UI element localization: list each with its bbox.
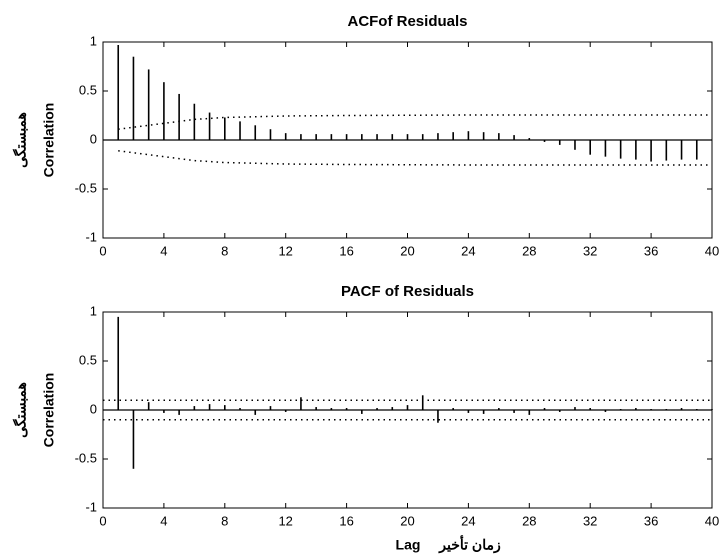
x-tick-label: 32 <box>583 513 597 528</box>
y-tick-label: -1 <box>85 499 97 514</box>
x-tick-label: 4 <box>160 513 167 528</box>
x-tick-label: 4 <box>160 243 167 258</box>
x-tick-label: 28 <box>522 243 536 258</box>
x-tick-label: 12 <box>278 243 292 258</box>
confidence-bound <box>118 150 712 166</box>
y-tick-label: 1 <box>90 33 97 48</box>
y-tick-label: 1 <box>90 303 97 318</box>
y-axis-label: Correlation <box>41 373 57 448</box>
chart-title: PACF of Residuals <box>341 283 474 300</box>
y-axis-label: Correlation <box>41 103 57 178</box>
y-tick-label: 0 <box>90 131 97 146</box>
x-tick-label: 0 <box>99 513 106 528</box>
x-tick-label: 24 <box>461 243 475 258</box>
confidence-bound <box>118 114 712 130</box>
x-tick-label: 20 <box>400 513 414 528</box>
y-tick-label: 0.5 <box>79 82 97 97</box>
x-tick-label: 28 <box>522 513 536 528</box>
x-tick-label: 16 <box>339 243 353 258</box>
x-tick-label: 12 <box>278 513 292 528</box>
y-tick-label: 0 <box>90 401 97 416</box>
x-tick-label: 8 <box>221 243 228 258</box>
x-tick-label: 0 <box>99 243 106 258</box>
x-tick-label: 16 <box>339 513 353 528</box>
x-tick-label: 40 <box>705 513 719 528</box>
x-axis-label-fa: زمان تأخیر <box>438 535 501 554</box>
y-axis-label-fa: همبستگی <box>13 112 29 168</box>
x-tick-label: 20 <box>400 243 414 258</box>
x-tick-label: 32 <box>583 243 597 258</box>
y-tick-label: 0.5 <box>79 352 97 367</box>
x-tick-label: 8 <box>221 513 228 528</box>
x-tick-label: 24 <box>461 513 475 528</box>
x-tick-label: 36 <box>644 513 658 528</box>
y-tick-label: -0.5 <box>75 180 97 195</box>
y-tick-label: -0.5 <box>75 450 97 465</box>
chart-title: ACFof Residuals <box>347 13 467 30</box>
y-axis-label-fa: همبستگی <box>13 382 29 438</box>
x-axis-label: Lag <box>396 537 421 553</box>
x-tick-label: 40 <box>705 243 719 258</box>
x-tick-label: 36 <box>644 243 658 258</box>
y-tick-label: -1 <box>85 229 97 244</box>
